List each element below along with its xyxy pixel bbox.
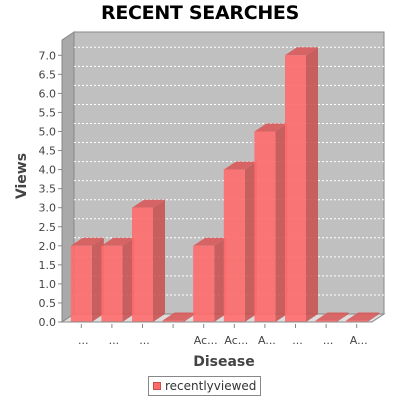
- y-tick-label: 2.0: [39, 240, 57, 253]
- bar: [101, 245, 123, 322]
- x-tick-label: ...: [109, 334, 120, 347]
- y-axis-label: Views: [14, 153, 30, 199]
- bar-side: [244, 161, 257, 322]
- y-tick-label: 6.5: [39, 68, 57, 81]
- y-tick-label: 1.5: [39, 259, 57, 272]
- bar-top: [101, 237, 135, 246]
- y-tick-label: 1.0: [39, 278, 57, 291]
- bar: [132, 207, 153, 322]
- legend: recentlyviewed: [148, 376, 262, 396]
- bar-top: [346, 312, 380, 321]
- bar-top: [254, 123, 288, 132]
- bar-top: [193, 237, 227, 246]
- legend-swatch: [153, 382, 161, 390]
- bar: [315, 320, 337, 322]
- bar-side: [336, 312, 349, 322]
- y-tick-label: 5.5: [39, 106, 57, 119]
- bar-side: [367, 312, 380, 322]
- x-tick-label: ...: [323, 334, 334, 347]
- bar-top: [132, 199, 165, 208]
- y-tick-label: 6.0: [39, 87, 57, 100]
- y-axis-ticks: 0.0 0.5 1.0 1.5 2.0 2.5 3.0 3.5 4.0 4.5 5.0 5.5 6.0 6…: [39, 40, 63, 329]
- bar: [285, 55, 306, 323]
- y-tick-label: 0.5: [39, 297, 57, 310]
- bar: [70, 245, 92, 322]
- x-tick-label: ...: [292, 334, 303, 347]
- y-tick-label: 4.5: [39, 145, 57, 158]
- bars: [70, 47, 380, 323]
- y-tick-label: 2.5: [39, 221, 57, 234]
- bar-top: [162, 312, 196, 321]
- x-axis-ticks: ......... Ac... Ac... A......... A...: [62, 321, 372, 347]
- y-tick-label: 4.0: [39, 164, 57, 177]
- bar-top: [285, 47, 318, 56]
- bar: [254, 131, 276, 322]
- bar: [346, 320, 368, 322]
- bar-top: [223, 161, 257, 170]
- x-tick-label: ...: [78, 334, 89, 347]
- chart-title: RECENT SEARCHES: [100, 2, 299, 24]
- bar: [193, 245, 215, 322]
- bar-side: [91, 237, 104, 322]
- y-tick-label: 0.0: [39, 316, 57, 329]
- bar-side: [306, 47, 318, 323]
- x-axis-label: Disease: [193, 354, 255, 370]
- y-tick-label: 3.0: [39, 202, 57, 215]
- bar-top: [70, 237, 104, 246]
- bar: [223, 169, 245, 322]
- bar-side: [183, 312, 196, 322]
- x-tick-label: ...: [139, 334, 150, 347]
- y-tick-label: 5.0: [39, 126, 57, 139]
- bar-side: [122, 237, 135, 322]
- x-tick-label: Ac...: [224, 334, 248, 347]
- bar-side: [275, 123, 288, 322]
- y-tick-label: 3.5: [39, 183, 57, 196]
- legend-label: recentlyviewed: [165, 379, 257, 393]
- bar-side: [153, 199, 165, 322]
- bar-side: [214, 237, 227, 322]
- x-tick-label: A...: [350, 334, 368, 347]
- y-tick-label: 7.0: [39, 49, 57, 62]
- bar: [162, 320, 184, 322]
- x-tick-label: A...: [258, 334, 276, 347]
- x-tick-label: Ac...: [194, 334, 218, 347]
- bar-top: [315, 312, 349, 321]
